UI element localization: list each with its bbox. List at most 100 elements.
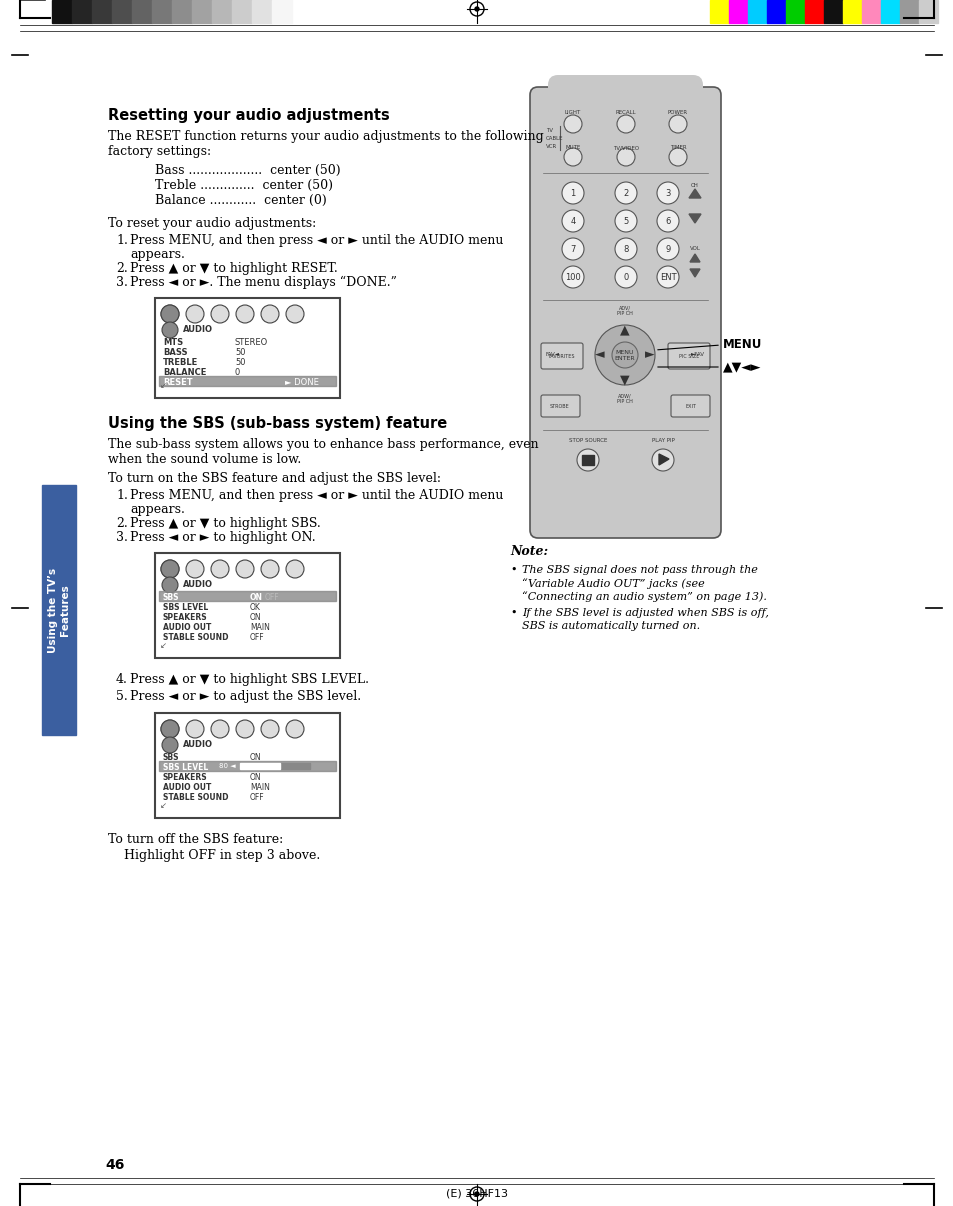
Text: MENU: MENU (722, 339, 761, 351)
Bar (154, 298, 339, 398)
Text: ▼: ▼ (619, 374, 629, 386)
Text: FAV◄: FAV◄ (545, 352, 559, 357)
Text: Highlight OFF in step 3 above.: Highlight OFF in step 3 above. (108, 849, 320, 862)
Text: 0: 0 (622, 273, 628, 281)
Text: 3: 3 (664, 188, 670, 198)
Circle shape (286, 305, 304, 323)
Bar (785, 0, 804, 23)
Text: STABLE SOUND: STABLE SOUND (163, 794, 229, 802)
Text: Using the SBS (sub-bass system) feature: Using the SBS (sub-bass system) feature (108, 416, 447, 431)
Circle shape (261, 560, 278, 578)
Bar (581, 455, 594, 466)
Text: Bass ...................  center (50): Bass ................... center (50) (154, 164, 340, 177)
Bar (154, 554, 339, 658)
Text: SBS is automatically turned on.: SBS is automatically turned on. (521, 621, 700, 631)
Polygon shape (688, 189, 700, 198)
Bar (172, 0, 192, 23)
Text: ◄: ◄ (595, 349, 604, 362)
Text: CABLE: CABLE (545, 135, 563, 141)
Text: Press MENU, and then press ◄ or ► until the AUDIO menu: Press MENU, and then press ◄ or ► until … (130, 488, 503, 502)
Text: OFF: OFF (265, 593, 279, 602)
Text: ON: ON (250, 613, 261, 622)
Text: 7: 7 (570, 245, 575, 253)
Text: 3.: 3. (116, 276, 128, 289)
Text: ↙: ↙ (160, 381, 167, 390)
Circle shape (161, 560, 179, 578)
Text: 6: 6 (664, 217, 670, 226)
Circle shape (561, 238, 583, 260)
Bar (132, 0, 152, 23)
Bar (862, 0, 880, 23)
Text: AUDIO: AUDIO (183, 740, 213, 749)
Circle shape (563, 148, 581, 166)
Circle shape (162, 737, 178, 753)
Circle shape (286, 560, 304, 578)
Text: AUDIO: AUDIO (183, 580, 213, 589)
Text: Press ◄ or ► to highlight ON.: Press ◄ or ► to highlight ON. (130, 531, 315, 544)
Polygon shape (688, 213, 700, 223)
Circle shape (286, 720, 304, 738)
FancyBboxPatch shape (667, 343, 709, 369)
Bar (899, 0, 918, 23)
Bar (159, 376, 335, 386)
Circle shape (161, 720, 179, 738)
Circle shape (617, 148, 635, 166)
Circle shape (657, 210, 679, 232)
Text: appears.: appears. (130, 503, 185, 516)
Bar (880, 0, 899, 23)
Bar (71, 0, 91, 23)
Bar (842, 0, 862, 23)
Text: VCR: VCR (545, 144, 557, 148)
Circle shape (657, 267, 679, 288)
Circle shape (161, 720, 179, 738)
Circle shape (612, 343, 638, 368)
Text: 46: 46 (105, 1158, 124, 1172)
Text: POWER: POWER (667, 110, 687, 115)
Text: 4.: 4. (116, 673, 128, 686)
Text: ▲▼◄►: ▲▼◄► (722, 361, 760, 374)
Circle shape (615, 267, 637, 288)
Text: SBS: SBS (163, 593, 179, 602)
Bar (112, 0, 132, 23)
Text: OFF: OFF (250, 794, 264, 802)
Text: OK: OK (250, 603, 260, 611)
Text: 50: 50 (234, 358, 245, 367)
Text: ►: ► (644, 349, 654, 362)
Polygon shape (659, 453, 668, 466)
Text: AUDIO OUT: AUDIO OUT (163, 783, 212, 792)
Text: 1.: 1. (116, 488, 128, 502)
Text: CH: CH (690, 183, 699, 188)
Text: 9: 9 (664, 245, 670, 253)
Circle shape (475, 7, 478, 11)
Text: The RESET function returns your audio adjustments to the following: The RESET function returns your audio ad… (108, 130, 543, 144)
Text: MUTE: MUTE (565, 145, 580, 150)
Text: MAIN: MAIN (250, 783, 270, 792)
Text: Press MENU, and then press ◄ or ► until the AUDIO menu: Press MENU, and then press ◄ or ► until … (130, 234, 503, 247)
Text: ON: ON (250, 593, 263, 602)
Text: MENU: MENU (615, 351, 634, 356)
Text: RECALL: RECALL (615, 110, 636, 115)
Text: Using the TV’s
Features: Using the TV’s Features (49, 568, 70, 652)
Circle shape (235, 560, 253, 578)
Text: ▲: ▲ (619, 323, 629, 336)
Text: To turn on the SBS feature and adjust the SBS level:: To turn on the SBS feature and adjust th… (108, 472, 440, 485)
Text: 50: 50 (234, 349, 245, 357)
Circle shape (162, 576, 178, 593)
Circle shape (186, 720, 204, 738)
Text: TIMER: TIMER (669, 145, 685, 150)
Text: Press ▲ or ▼ to highlight SBS.: Press ▲ or ▼ to highlight SBS. (130, 517, 320, 529)
Text: The sub-bass system allows you to enhance bass performance, even: The sub-bass system allows you to enhanc… (108, 438, 538, 451)
Circle shape (615, 210, 637, 232)
Text: TREBLE: TREBLE (163, 358, 198, 367)
Circle shape (577, 449, 598, 472)
Polygon shape (689, 269, 700, 277)
Text: VOL: VOL (689, 246, 700, 251)
Bar (252, 0, 272, 23)
Circle shape (475, 1192, 478, 1196)
Text: 2.: 2. (116, 517, 128, 529)
FancyBboxPatch shape (547, 75, 702, 156)
Text: SBS: SBS (163, 753, 179, 762)
Text: OFF: OFF (250, 633, 264, 642)
Text: when the sound volume is low.: when the sound volume is low. (108, 453, 301, 466)
Text: Balance ............  center (0): Balance ............ center (0) (154, 194, 327, 207)
